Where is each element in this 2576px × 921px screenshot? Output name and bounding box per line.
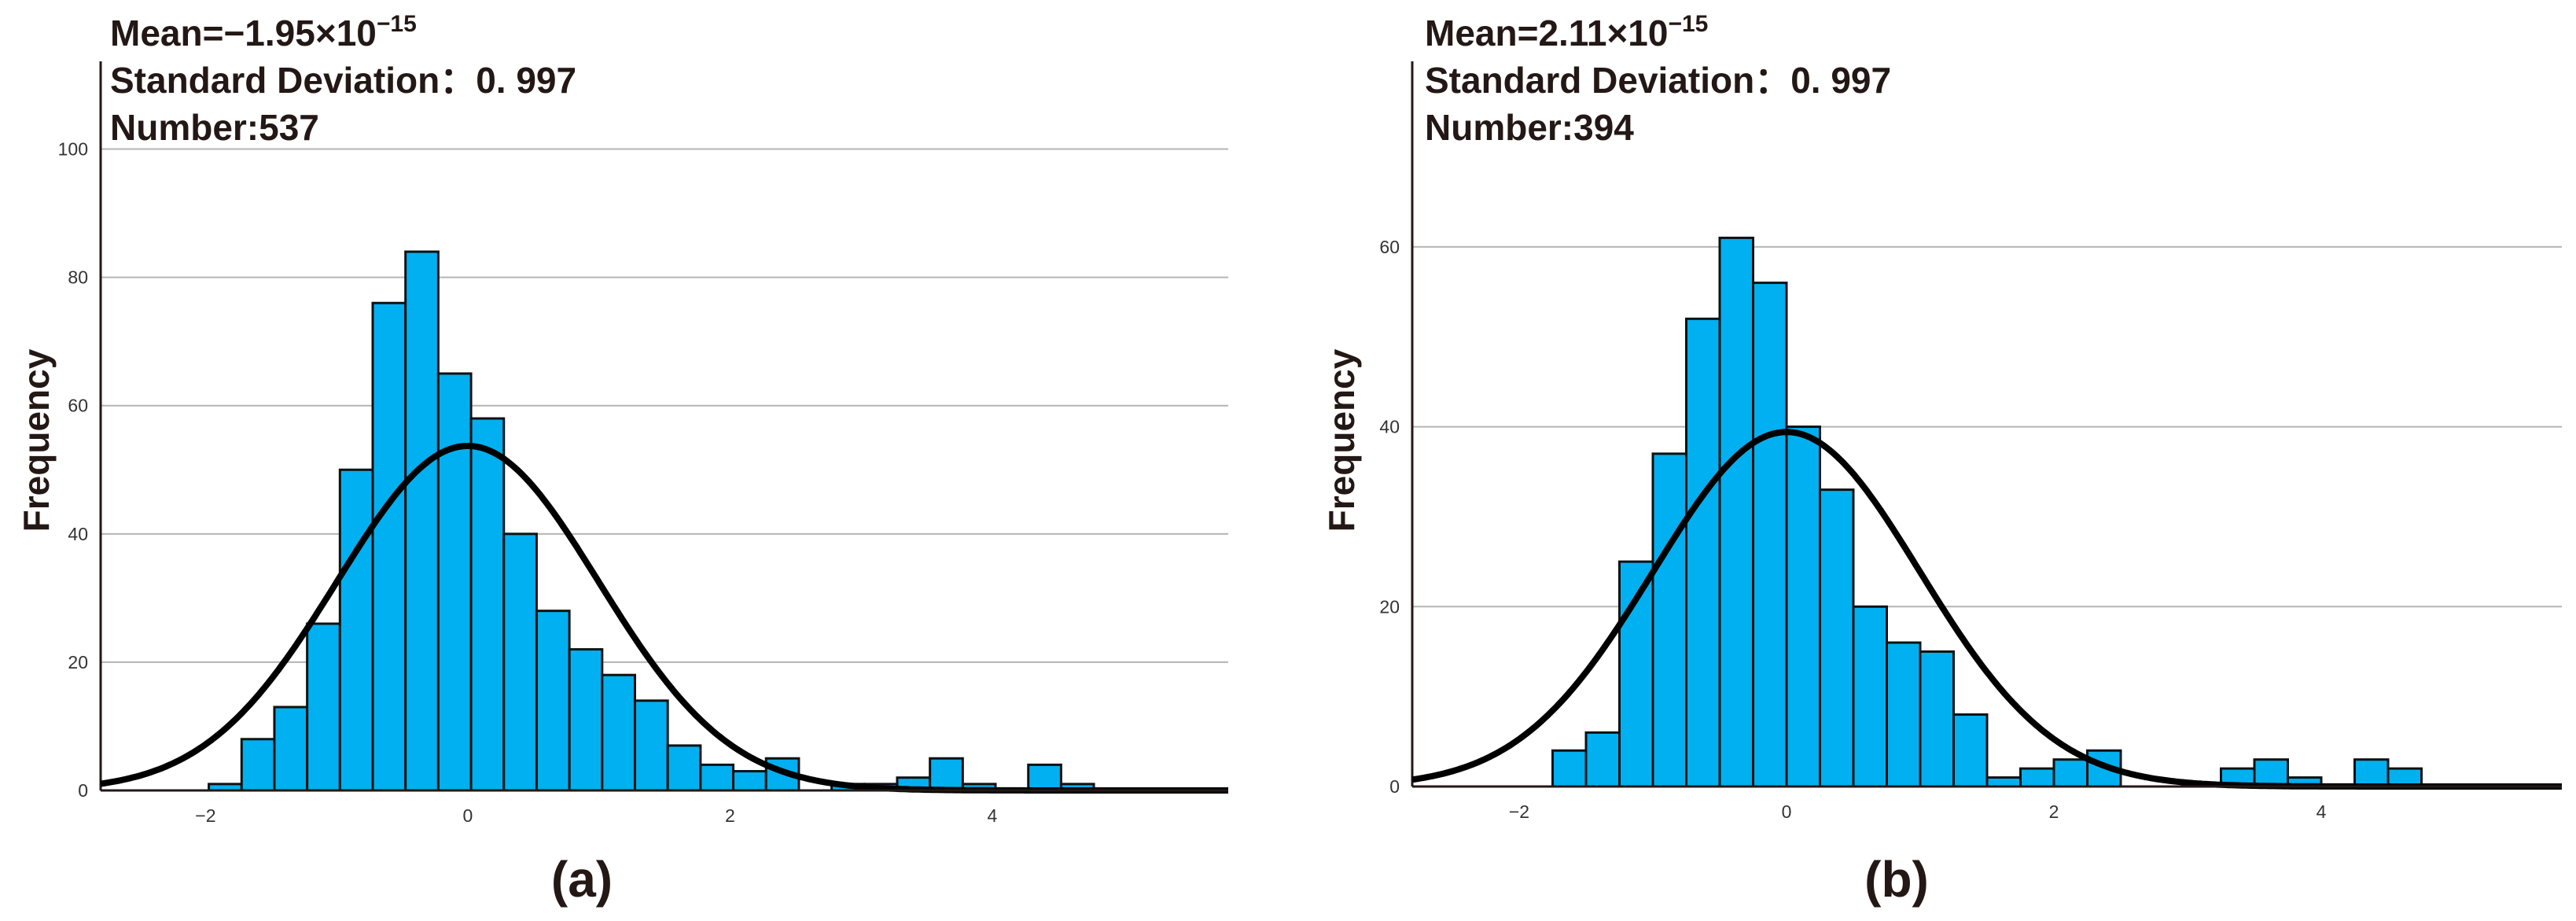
histogram-bar xyxy=(1027,763,1062,792)
x-tick-label: −2 xyxy=(195,805,215,826)
y-tick-label: 40 xyxy=(68,524,88,544)
histogram-bar xyxy=(1718,236,1754,788)
y-axis-label: Frequency xyxy=(1321,348,1362,532)
histogram-bar xyxy=(1852,605,1888,788)
histogram-bar xyxy=(2353,758,2390,788)
histogram-bar xyxy=(568,648,604,792)
histogram-bar xyxy=(1952,713,1989,788)
x-tick-label: 0 xyxy=(462,805,473,826)
histogram-bar xyxy=(1819,488,1855,788)
x-tick-label: 2 xyxy=(725,805,735,826)
number-stat: Number:537 xyxy=(110,107,319,148)
y-tick-label: 40 xyxy=(1379,417,1400,437)
histogram-bar xyxy=(469,417,506,792)
histogram-bar xyxy=(633,699,669,792)
x-tick-label: 0 xyxy=(1782,801,1792,822)
y-tick-label: 80 xyxy=(68,267,88,288)
histogram-bar xyxy=(338,468,374,792)
sd-stat: Standard Deviation：0. 997 xyxy=(1425,60,1891,101)
histogram-bar xyxy=(1785,426,1821,788)
histogram-bar xyxy=(306,622,341,792)
number-stat: Number:394 xyxy=(1425,107,1634,148)
histogram-bar xyxy=(535,610,571,792)
y-tick-label: 60 xyxy=(1379,237,1400,257)
y-tick-label: 60 xyxy=(68,396,88,416)
histogram-panel-a: −2 0 2 4 0 20 40 60 80 100 Frequency Mean=−1.95×… xyxy=(16,11,1228,908)
histogram-bar xyxy=(404,250,440,792)
histogram-bar xyxy=(1685,317,1721,788)
histogram-bar xyxy=(2019,767,2055,788)
histogram-bar xyxy=(1886,641,1922,788)
x-tick-label: 4 xyxy=(987,805,997,826)
y-tick-label: 100 xyxy=(58,139,88,160)
sd-stat: Standard Deviation：0. 997 xyxy=(110,60,576,101)
histogram-bar xyxy=(240,738,276,792)
histogram-bar xyxy=(1985,776,2022,788)
histogram-bar xyxy=(666,744,702,792)
y-tick-label: 20 xyxy=(68,652,88,672)
histogram-bar xyxy=(273,705,309,792)
histogram-bar xyxy=(2052,758,2088,788)
histogram-bar xyxy=(436,372,473,792)
histogram-bar xyxy=(1651,452,1687,788)
y-tick-label: 0 xyxy=(1389,776,1400,797)
mean-stat: Mean=2.11×10−15 xyxy=(1425,11,1708,53)
x-tick-label: 4 xyxy=(2317,801,2327,822)
y-tick-label: 0 xyxy=(78,780,88,801)
panel-label-b: (b) xyxy=(1864,851,1929,908)
histogram-bar xyxy=(699,763,735,792)
histogram-bar xyxy=(732,770,767,792)
histogram-bar xyxy=(929,757,964,792)
x-tick-label: −2 xyxy=(1509,801,1529,822)
histogram-bar xyxy=(1551,749,1588,788)
histogram-bar xyxy=(502,532,538,792)
x-tick-label: 2 xyxy=(2049,801,2059,822)
y-tick-label: 20 xyxy=(1379,596,1400,617)
histogram-bar xyxy=(1752,282,1788,788)
histogram-bar xyxy=(371,301,407,792)
histogram-bar xyxy=(601,673,636,792)
histogram-bar xyxy=(2253,758,2289,788)
histogram-bar xyxy=(1584,731,1621,788)
y-axis-label: Frequency xyxy=(16,348,57,532)
mean-stat: Mean=−1.95×10−15 xyxy=(110,11,417,53)
histogram-bar xyxy=(1919,650,1955,788)
panel-label-a: (a) xyxy=(551,851,613,908)
